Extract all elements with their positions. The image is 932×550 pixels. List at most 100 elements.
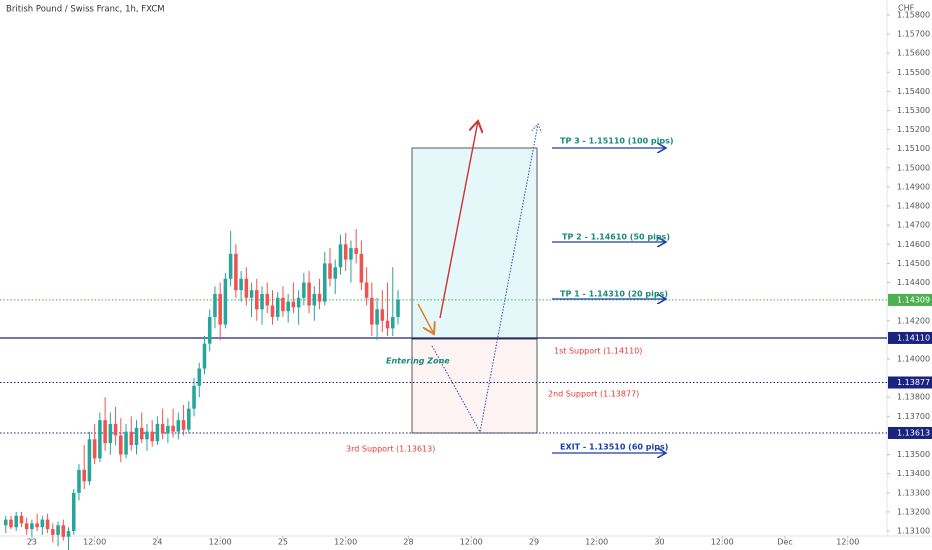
candle-body <box>223 278 228 325</box>
candle-body <box>56 525 60 535</box>
candle-body <box>244 278 249 298</box>
annotation-text: TP 3 - 1.15110 (100 pips) <box>560 137 674 146</box>
candle-body <box>119 435 123 455</box>
y-tick-label: 1.13100 <box>897 527 930 536</box>
x-tick-label: Dec <box>777 538 792 547</box>
currency-label: CHF <box>898 4 915 13</box>
candle-body <box>338 244 343 268</box>
x-tick-label: 28 <box>403 538 413 547</box>
candle-body <box>275 297 280 317</box>
y-tick-label: 1.14400 <box>897 278 930 287</box>
candle-body <box>270 305 275 317</box>
candle-body <box>328 263 332 279</box>
price-level-tag <box>888 426 932 439</box>
y-tick-label: 1.14000 <box>897 354 930 363</box>
alt-path-arrow <box>431 124 538 434</box>
entry-arrow <box>417 303 434 334</box>
target-zone <box>411 147 538 340</box>
candle-body <box>218 293 222 325</box>
candle-body <box>302 282 306 298</box>
candle-body <box>333 267 338 279</box>
candle-body <box>207 316 212 344</box>
candle-body <box>349 248 353 260</box>
candle-body <box>354 248 358 254</box>
candle-body <box>176 420 181 432</box>
y-tick-label: 1.13800 <box>897 393 930 402</box>
annotation-text: Entering Zone <box>386 357 450 366</box>
x-tick-label: 29 <box>529 538 539 547</box>
candle-body <box>77 469 81 493</box>
candle-body <box>213 293 217 317</box>
candle-body <box>35 523 39 528</box>
annotation-text: 1st Support (1.14110) <box>554 347 642 356</box>
candle-body <box>197 368 202 386</box>
annotation-text: TP 1 - 1.14310 (20 pips) <box>560 290 668 299</box>
candle-body <box>181 420 186 430</box>
candle-body <box>145 431 149 440</box>
candle-body <box>166 425 170 434</box>
annotation-text: 2nd Support (1.13877) <box>548 390 639 399</box>
candle-body <box>187 408 191 430</box>
candle-body <box>14 515 18 528</box>
x-tick-label: 12:00 <box>83 538 106 547</box>
candle-body <box>129 431 134 446</box>
candle-body <box>40 519 45 528</box>
candle-body <box>323 263 327 302</box>
x-tick-label: 12:00 <box>209 538 232 547</box>
candle-body <box>124 431 128 455</box>
candle-body <box>71 492 76 532</box>
y-tick-label: 1.14700 <box>897 221 930 230</box>
y-tick-label: 1.15300 <box>897 106 930 115</box>
y-tick-label: 1.15700 <box>897 30 930 39</box>
candle-body <box>19 515 24 524</box>
candle-body <box>296 297 301 308</box>
y-tick-label: 1.15500 <box>897 68 930 77</box>
candle-body <box>307 282 311 306</box>
candle-body <box>249 290 254 298</box>
candle-body <box>202 343 207 369</box>
candle-body <box>234 253 238 291</box>
candle-body <box>108 423 113 444</box>
candle-body <box>92 439 97 459</box>
y-tick-label: 1.15400 <box>897 87 930 96</box>
y-tick-label: 1.14800 <box>897 202 930 211</box>
candle-body <box>343 244 348 260</box>
candle-body <box>317 293 322 302</box>
candle-body <box>255 290 259 310</box>
candle-body <box>66 531 71 537</box>
candle-body <box>286 301 290 312</box>
candle-body <box>113 423 118 436</box>
x-tick-label: 12:00 <box>334 538 357 547</box>
candle-body <box>228 253 233 279</box>
chart-title: British Pound / Swiss Franc, 1h, FXCM <box>6 5 165 15</box>
candle-body <box>82 469 86 482</box>
y-tick-label: 1.15800 <box>897 10 930 19</box>
candle-body <box>192 385 196 409</box>
stop-zone <box>411 338 538 434</box>
candle-body <box>380 309 385 321</box>
y-tick-label: 1.14200 <box>897 316 930 325</box>
x-tick-label: 12:00 <box>585 538 608 547</box>
candle-body <box>312 293 317 306</box>
price-level-tag <box>888 293 932 306</box>
x-tick-label: 24 <box>152 538 162 547</box>
candle-body <box>150 431 154 442</box>
candle-body <box>45 519 50 530</box>
y-tick-label: 1.15000 <box>897 163 930 172</box>
y-tick-label: 1.15100 <box>897 144 930 153</box>
candle-body <box>134 427 139 446</box>
candle-body <box>260 293 264 310</box>
candle-body <box>160 423 165 434</box>
candle-body <box>370 297 374 325</box>
y-tick-label: 1.13200 <box>897 507 930 516</box>
candle-body <box>171 425 175 432</box>
annotation-text: TP 2 - 1.14610 (50 pips) <box>562 233 670 242</box>
x-tick-label: 12:00 <box>460 538 483 547</box>
candle-body <box>291 301 296 308</box>
price-level-label: 1.14110 <box>897 333 930 342</box>
y-tick-label: 1.13500 <box>897 450 930 459</box>
x-tick-label: 30 <box>654 538 664 547</box>
candle-body <box>364 282 369 298</box>
candle-body <box>265 293 270 306</box>
